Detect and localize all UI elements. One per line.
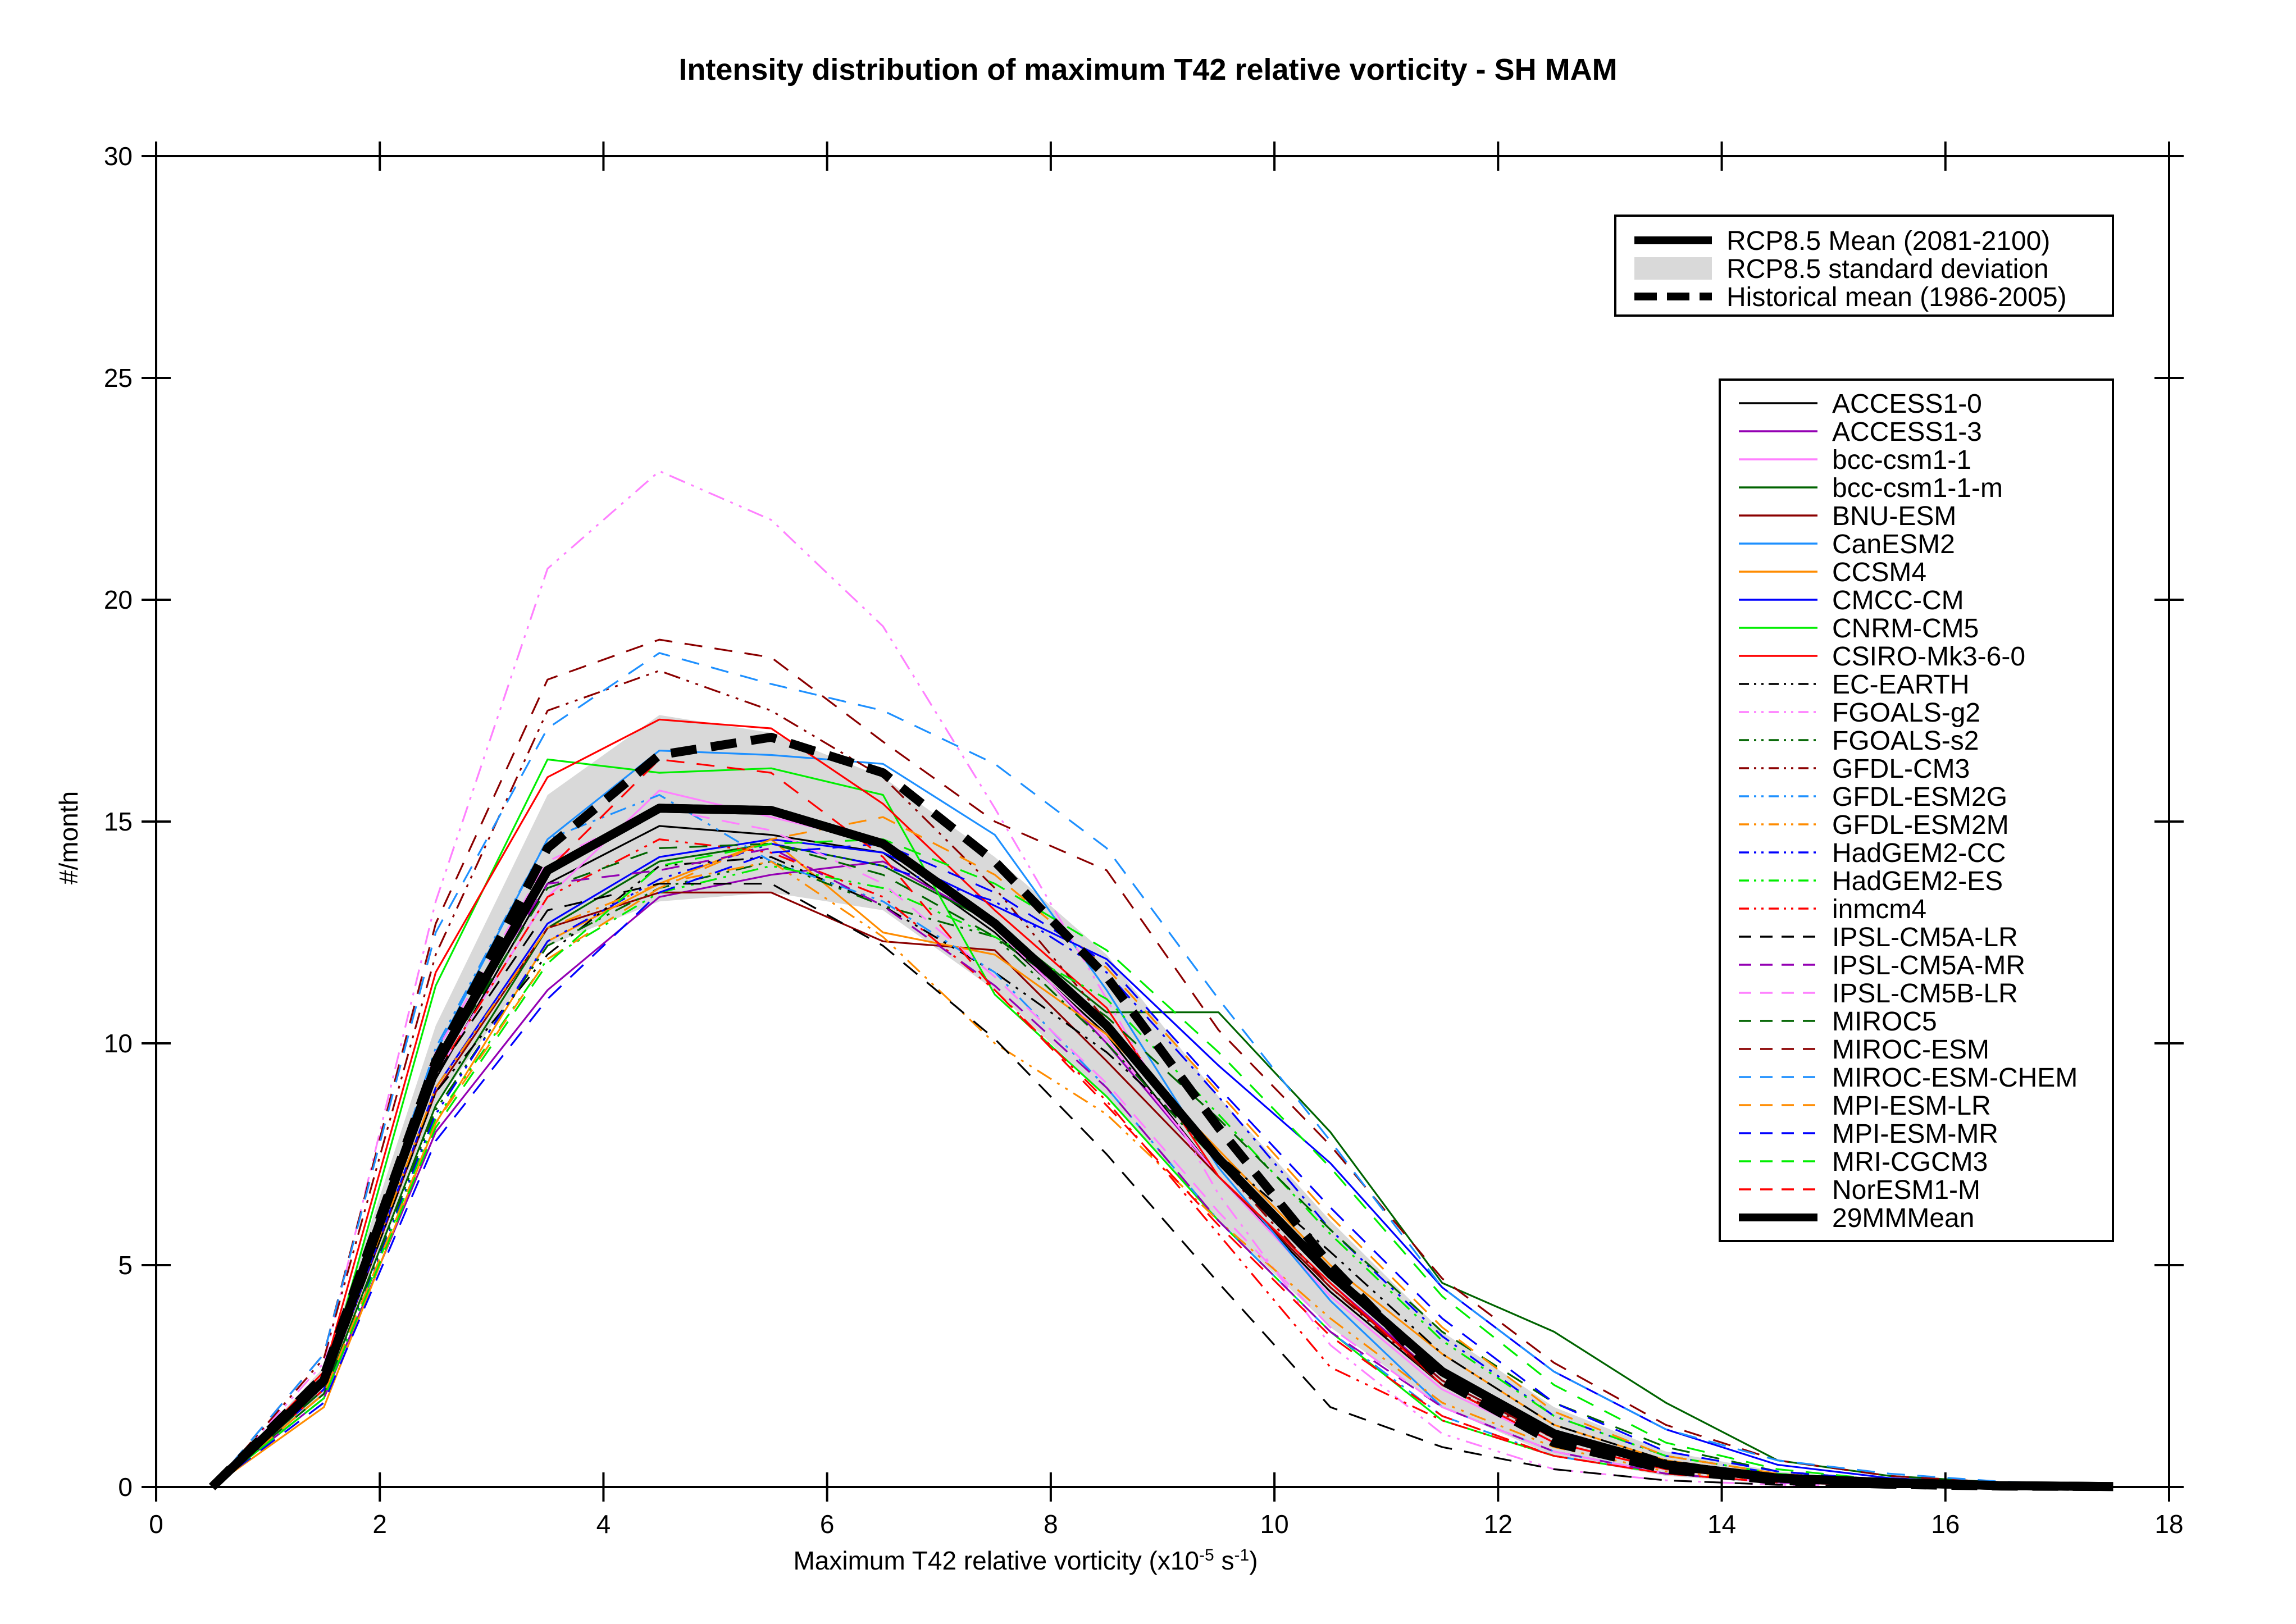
y-tick-label: 20: [104, 585, 133, 614]
legend-label: CSIRO-Mk3-6-0: [1832, 642, 2025, 672]
x-axis-label-exponent: -5: [1199, 1546, 1214, 1564]
legend-models-box: [1719, 378, 2114, 1242]
y-tick-label: 15: [104, 807, 133, 836]
rcp85-mean-line: [209, 804, 2113, 1491]
legend-label: inmcm4: [1832, 895, 1926, 924]
x-tick-label: 0: [149, 1509, 163, 1539]
series-line-MPI-ESM-MR: [211, 842, 2113, 1488]
legend-summary: RCP8.5 Mean (2081-2100)RCP8.5 standard d…: [1614, 215, 2114, 317]
x-tick-label: 6: [820, 1509, 835, 1539]
legend-label: HadGEM2-ES: [1832, 866, 2003, 896]
legend-label: GFDL-ESM2M: [1832, 810, 2009, 840]
legend-label: bcc-csm1-1-m: [1832, 473, 2003, 503]
legend-label: IPSL-CM5A-LR: [1832, 923, 2018, 952]
series-line-EC-EARTH: [211, 856, 2113, 1488]
series-line-MIROC-ESM-CHEM: [211, 652, 2113, 1488]
legend-label: CCSM4: [1832, 558, 1926, 587]
x-axis-label-unit-exponent: -1: [1234, 1546, 1250, 1564]
legend-summary-label: RCP8.5 standard deviation: [1726, 254, 2049, 284]
x-tick-label: 10: [1260, 1509, 1289, 1539]
series-line-MIROC-ESM: [211, 638, 2113, 1488]
legend-label: MIROC5: [1832, 1007, 1937, 1037]
rcp85-std-band: [212, 715, 2113, 1487]
series-line-CMCC-CM: [211, 838, 2113, 1488]
legend-label: 29MMMean: [1832, 1203, 1974, 1233]
legend-summary-label: RCP8.5 Mean (2081-2100): [1726, 226, 2050, 256]
legend-summary-label: Historical mean (1986-2005): [1726, 282, 2067, 312]
x-axis-label-close: ): [1249, 1546, 1258, 1575]
legend-label: GFDL-CM3: [1832, 754, 1970, 784]
legend-label: bcc-csm1-1: [1832, 445, 1971, 475]
legend-label: BNU-ESM: [1832, 501, 1956, 531]
legend-label: FGOALS-g2: [1832, 698, 1980, 728]
y-tick-label: 10: [104, 1029, 133, 1058]
legend-label: HadGEM2-CC: [1832, 838, 2006, 868]
legend-label: GFDL-ESM2G: [1832, 782, 2007, 812]
x-axis-label: Maximum T42 relative vorticity (x10-5 s-…: [793, 1546, 1258, 1575]
legend-models: ACCESS1-0ACCESS1-3bcc-csm1-1bcc-csm1-1-m…: [1719, 378, 2114, 1242]
legend-label: MRI-CGCM3: [1832, 1147, 1988, 1177]
series-line-GFDL-ESM2M: [211, 860, 2113, 1488]
x-axis-label-unit: s: [1214, 1546, 1234, 1575]
x-axis-label-main: Maximum T42 relative vorticity (x10: [793, 1546, 1199, 1575]
y-tick-label: 5: [118, 1251, 133, 1280]
series-line-IPSL-CM5A-MR: [211, 847, 2113, 1488]
y-tick-label: 30: [104, 142, 133, 171]
axes: 0 2 4 6 8 10 12 14 16 18 0 5 10 15 20 25 30: [104, 142, 2184, 1539]
legend-label: NorESM1-M: [1832, 1175, 1980, 1205]
y-axis-label: #/month: [54, 791, 83, 884]
legend-label: MIROC-ESM-CHEM: [1832, 1063, 2078, 1093]
plot-area: [208, 470, 2113, 1491]
legend-label: CMCC-CM: [1832, 586, 1964, 615]
chart-title: Intensity distribution of maximum T42 re…: [678, 53, 1617, 86]
legend-label: IPSL-CM5B-LR: [1832, 979, 2018, 1009]
legend-label: IPSL-CM5A-MR: [1832, 951, 2025, 980]
legend-label: EC-EARTH: [1832, 670, 1969, 700]
y-tick-label: 0: [118, 1472, 133, 1502]
y-tick-label: 25: [104, 363, 133, 393]
x-tick-label: 14: [1707, 1509, 1736, 1539]
x-tick-label: 2: [372, 1509, 387, 1539]
x-tick-label: 8: [1044, 1509, 1058, 1539]
x-tick-label: 16: [1931, 1509, 1960, 1539]
legend-label: MPI-ESM-MR: [1832, 1119, 1998, 1149]
x-tick-label: 12: [1484, 1509, 1513, 1539]
legend-label: FGOALS-s2: [1832, 726, 1979, 756]
legend-label: MPI-ESM-LR: [1832, 1091, 1991, 1121]
legend-label: CanESM2: [1832, 530, 1955, 559]
legend-label: MIROC-ESM: [1832, 1035, 1989, 1065]
x-tick-label: 18: [2154, 1509, 2183, 1539]
legend-label: ACCESS1-3: [1832, 417, 1982, 447]
legend-label: CNRM-CM5: [1832, 614, 1979, 644]
series-line-MRI-CGCM3: [211, 838, 2113, 1488]
legend-swatch-band: [1634, 257, 1712, 280]
legend-label: ACCESS1-0: [1832, 389, 1982, 419]
x-tick-label: 4: [596, 1509, 611, 1539]
